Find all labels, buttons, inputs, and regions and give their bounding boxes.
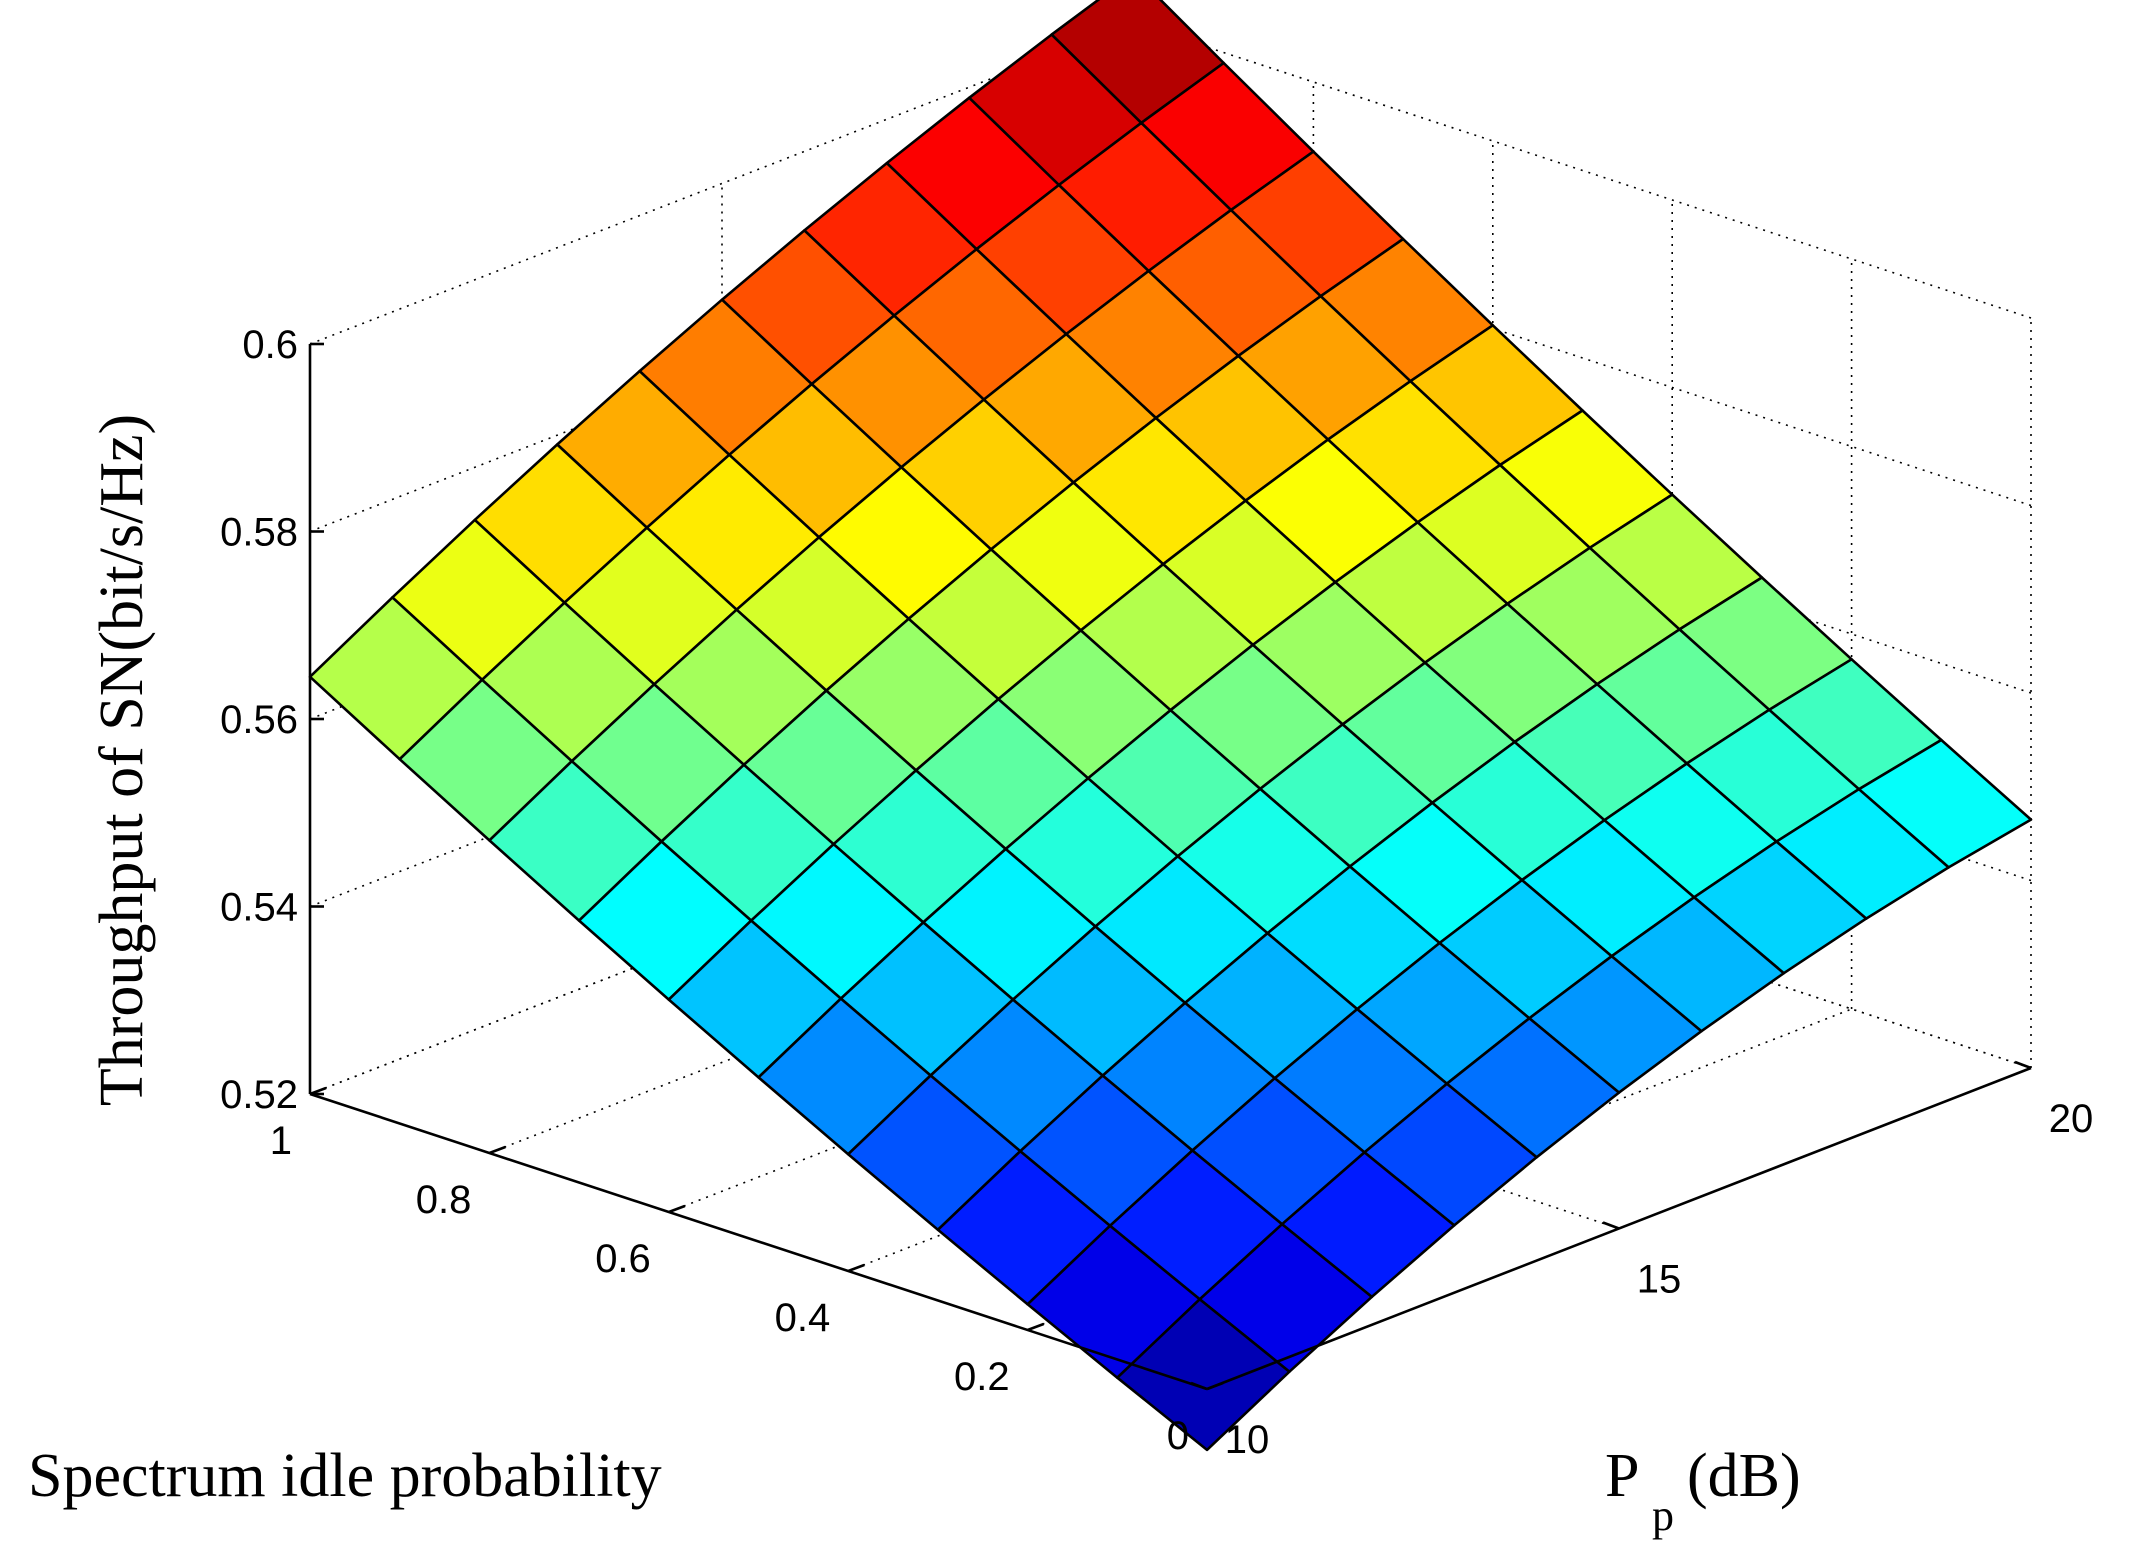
x-tick-mark [847, 1263, 865, 1273]
z-tick-label: 0.58 [220, 511, 298, 555]
x-tick-mark [488, 1145, 506, 1155]
y-tick-mark [1190, 1381, 1208, 1391]
x-tick-label: 0.8 [416, 1178, 472, 1222]
z-tick-label: 0.6 [242, 323, 298, 367]
y-tick-label: 10 [1225, 1418, 1270, 1462]
x-tick-label: 1 [270, 1119, 292, 1163]
x-tick-mark [1206, 1381, 1224, 1391]
tick-labels: 0.52 0.54 0.56 0.58 0.6 0 0.2 0.4 0.6 0.8 1 10 15 20 [220, 323, 2093, 1462]
x-tick-label: 0 [1167, 1414, 1189, 1458]
z-tick-label: 0.52 [220, 1073, 298, 1117]
x-tick-label: 0.2 [954, 1355, 1010, 1399]
x-tick-label: 0.6 [595, 1237, 651, 1281]
y-axis-label-unit: (dB) [1687, 1442, 1801, 1510]
z-axis-label: Throughput of SN(bit/s/Hz) [88, 414, 156, 1106]
x-tick-label: 0.4 [775, 1296, 831, 1340]
x-axis-line [309, 1092, 1208, 1391]
gridline-sidewall-z-0.6 [1133, 22, 2032, 319]
y-tick-label: 20 [2049, 1097, 2094, 1141]
axes [308, 342, 2032, 1391]
y-axis-label: P p (dB) [1605, 1442, 1801, 1540]
y-tick-label: 15 [1637, 1258, 1682, 1302]
x-axis-label: Spectrum idle probability [28, 1442, 662, 1510]
z-tick-label: 0.54 [220, 886, 298, 930]
gridline-sidewall-z-0.58 [1133, 209, 2032, 507]
x-tick-mark [1027, 1322, 1045, 1332]
z-tick-label: 0.56 [220, 698, 298, 742]
surface [308, 0, 2033, 1452]
y-axis-label-main: P [1605, 1442, 1639, 1510]
y-tick-mark [1602, 1221, 1620, 1230]
y-axis-label-subscript: p [1652, 1491, 1674, 1540]
surface-patch-0-0 [1116, 1298, 1291, 1452]
gridline-floor-x-0.2 [1027, 1008, 1852, 1331]
x-tick-mark [668, 1204, 686, 1214]
y-tick-mark [2014, 1060, 2032, 1070]
x-tick-mark [309, 1086, 327, 1096]
